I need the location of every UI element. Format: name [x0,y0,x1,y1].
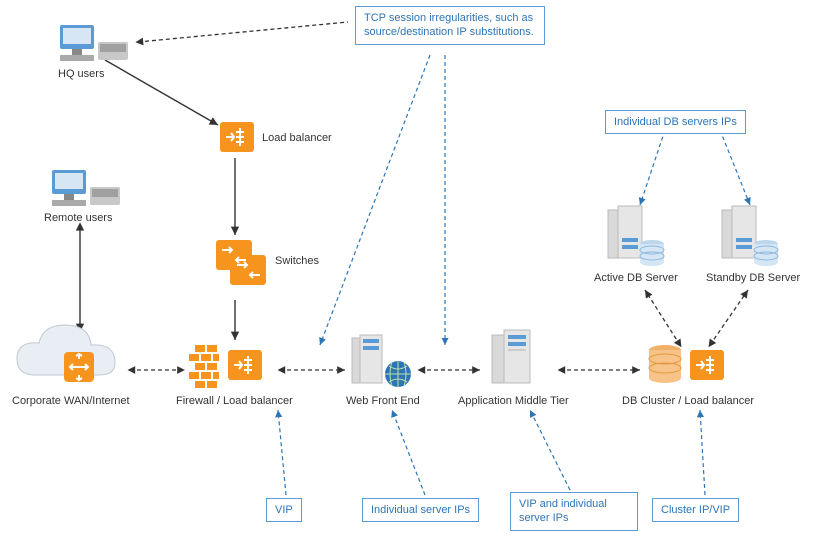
standby-db-icon [722,206,778,266]
firewall-icon [189,345,262,388]
app-label: Application Middle Tier [458,395,569,407]
solid-edges [80,60,235,340]
callout-vipind: VIP and individual server IPs [510,492,638,531]
dashed-edges [130,22,748,370]
remote-pc-icon [52,170,120,206]
adb-label: Active DB Server [594,272,678,284]
switches-icon [216,240,266,285]
callout-dbips: Individual DB servers IPs [605,110,746,134]
cloud-icon [17,325,115,382]
hq-pc-icon [60,25,128,61]
callout-cip: Cluster IP/VIP [652,498,739,522]
active-db-icon [608,206,664,266]
callout-tcp: TCP session irregularities, such as sour… [355,6,545,45]
sdb-label: Standby DB Server [706,272,800,284]
callout-isip: Individual server IPs [362,498,479,522]
app-icon [492,330,530,383]
firewall-label: Firewall / Load balancer [176,395,293,407]
web-icon [352,335,411,387]
load-balancer-icon [220,122,254,152]
lb-label: Load balancer [262,132,332,144]
dbc-icon [649,345,724,383]
remote-label: Remote users [44,212,112,224]
web-label: Web Front End [346,395,420,407]
callout-vip: VIP [266,498,302,522]
cloud-label: Corporate WAN/Internet [12,395,130,407]
dbc-label: DB Cluster / Load balancer [622,395,754,407]
switches-label: Switches [275,255,319,267]
hq-label: HQ users [58,68,104,80]
